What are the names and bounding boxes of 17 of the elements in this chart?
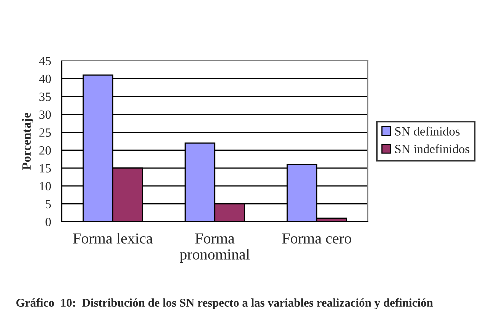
- y-tick-label: 5: [46, 200, 52, 209]
- y-tick-label: 0: [46, 218, 52, 226]
- legend-label: SN indefinidos: [396, 144, 470, 154]
- legend-label: SN definidos: [396, 126, 460, 136]
- y-tick-label: 35: [40, 92, 52, 102]
- y-tick-label: 30: [40, 110, 52, 120]
- x-tick-label: Forma pronominal: [180, 234, 250, 263]
- x-tick-label: Forma lexica: [73, 233, 153, 244]
- y-axis-title: Porcentaje: [22, 113, 34, 170]
- y-tick-label: 20: [40, 146, 52, 155]
- y-tick-label: 25: [40, 128, 52, 138]
- y-tick-label: 40: [39, 74, 52, 84]
- y-tick-label: 45: [39, 57, 52, 66]
- x-tick-label: Forma cero: [282, 234, 352, 244]
- y-tick-label: 15: [40, 164, 52, 173]
- text: Gráfico 10: Distribución de los SN respecto a las variables realización y definición: [16, 298, 434, 310]
- y-tick-label: 10: [40, 182, 52, 191]
